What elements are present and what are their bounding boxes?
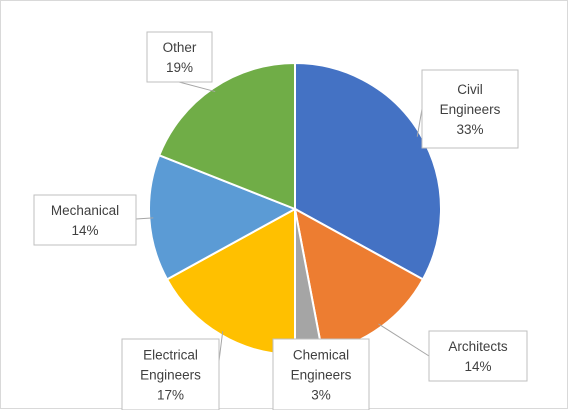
data-label-category: Civil: [457, 82, 483, 97]
data-label-percent: 19%: [166, 60, 193, 75]
pie-slices: [148, 61, 442, 357]
data-label-box: [428, 330, 528, 382]
data-label-percent: 17%: [157, 388, 184, 403]
data-label-civil-engineers: Civil Engineers 33%: [421, 69, 519, 149]
data-label-box: [146, 31, 213, 83]
leader-line: [178, 81, 216, 93]
data-label-box: [272, 338, 370, 410]
data-label-category: Other: [163, 40, 197, 55]
data-label-electrical-engineers: Electrical Engineers 17%: [121, 338, 220, 410]
leader-line: [378, 323, 430, 357]
leader-line: [218, 331, 224, 362]
data-label-percent: 14%: [464, 359, 491, 374]
data-label-box: [33, 194, 137, 246]
data-label-mechanical: Mechanical 14%: [33, 194, 137, 246]
data-label-chemical-engineers: Chemical Engineers 3%: [272, 338, 370, 410]
data-label-other: Other 19%: [146, 31, 213, 83]
pie-slice-other: [157, 61, 296, 211]
data-label-category: Chemical: [293, 348, 349, 363]
data-label-category: Engineers: [440, 102, 501, 117]
data-label-category: Architects: [448, 339, 508, 354]
pie-slice-civil-engineers: [294, 61, 442, 281]
data-label-category: Engineers: [140, 368, 201, 383]
data-label-box: [121, 338, 220, 410]
data-label-percent: 14%: [71, 223, 98, 238]
leader-line: [416, 108, 423, 137]
data-label-percent: 3%: [311, 388, 331, 403]
data-label-architects: Architects 14%: [428, 330, 528, 382]
data-label-category: Electrical: [143, 348, 198, 363]
leader-line: [135, 217, 154, 220]
data-label-box: [421, 69, 519, 149]
data-label-category: Engineers: [291, 368, 352, 383]
data-label-category: Mechanical: [51, 203, 119, 218]
data-labels: Civil Engineers 33% Architects 14% Chemical En…: [33, 31, 528, 410]
data-label-percent: 33%: [456, 122, 483, 137]
